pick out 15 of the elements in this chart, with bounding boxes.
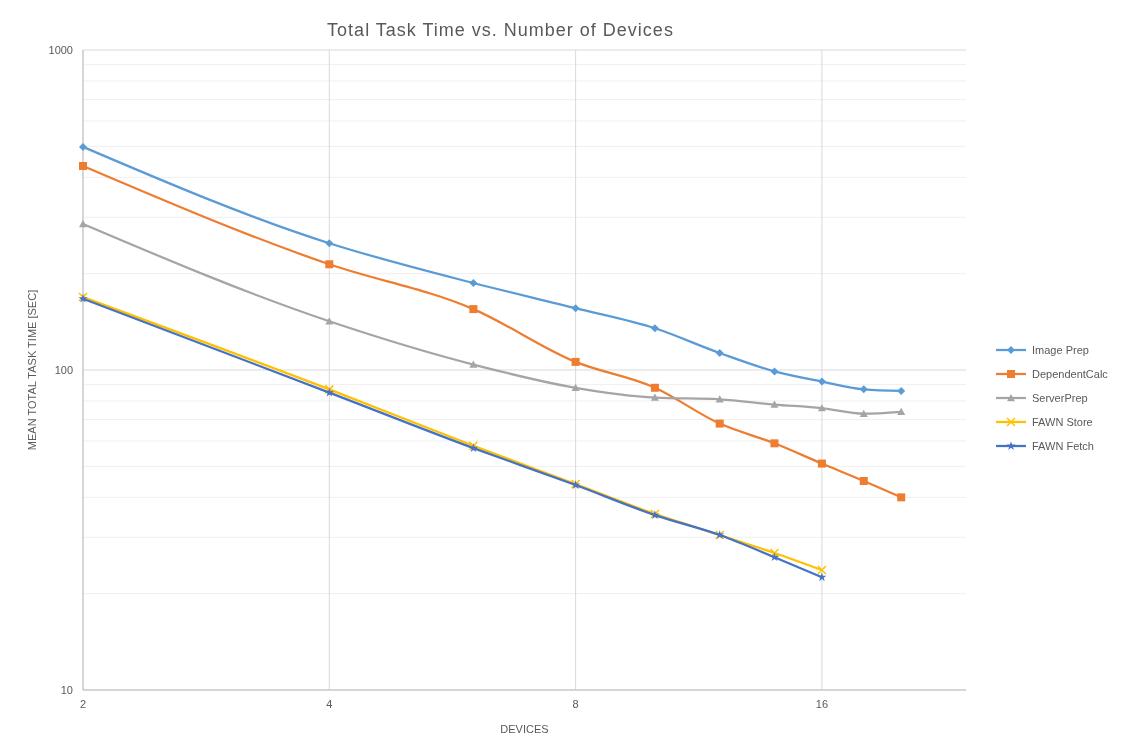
x-tick-label: 16 (815, 698, 829, 710)
legend-label: Image Prep (1032, 344, 1089, 356)
x-axis-title: DEVICES (500, 723, 549, 735)
x-tick-label: 2 (79, 698, 87, 710)
legend-label: DependentCalc (1032, 368, 1109, 380)
legend-label: ServerPrep (1032, 392, 1088, 404)
y-tick-label: 10 (60, 684, 73, 696)
y-tick-label: 1000 (48, 44, 73, 56)
y-axis-title: MEAN TOTAL TASK TIME [SEC] (26, 289, 38, 451)
legend-label: FAWN Store (1032, 416, 1093, 428)
x-tick-label: 8 (572, 698, 579, 710)
chart-title: Total Task Time vs. Number of Devices (327, 20, 674, 40)
x-tick-label: 4 (326, 698, 333, 710)
legend-label: FAWN Fetch (1032, 440, 1094, 452)
y-tick-label: 100 (54, 364, 73, 376)
